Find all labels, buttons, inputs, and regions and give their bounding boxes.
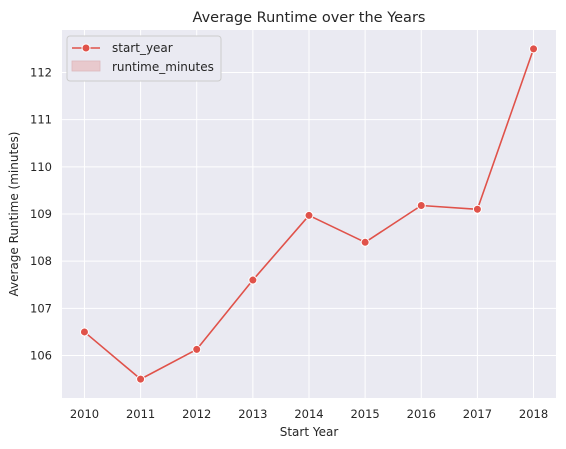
data-point-2016	[417, 202, 425, 210]
y-tick-label: 110	[30, 160, 52, 174]
data-point-2015	[361, 238, 369, 246]
x-tick-labels: 2010 2011 2012 2013 2014 2015 2016 2017 2018	[70, 407, 548, 421]
y-tick-label: 106	[30, 349, 52, 363]
x-tick-label: 2011	[126, 407, 155, 421]
data-point-2018	[530, 45, 538, 53]
data-point-2010	[80, 328, 88, 336]
x-tick-label: 2013	[238, 407, 267, 421]
data-point-2013	[249, 276, 257, 284]
x-tick-label: 2018	[519, 407, 548, 421]
data-point-2012	[193, 345, 201, 353]
legend-label-runtime-minutes: runtime_minutes	[112, 60, 214, 74]
x-tick-label: 2017	[463, 407, 492, 421]
y-tick-label: 111	[30, 113, 52, 127]
legend: start_year runtime_minutes	[67, 36, 221, 81]
chart-title: Average Runtime over the Years	[193, 10, 426, 26]
data-point-2014	[305, 211, 313, 219]
y-tick-label: 109	[30, 207, 52, 221]
y-tick-label: 112	[30, 65, 52, 79]
x-tick-label: 2012	[182, 407, 211, 421]
data-point-2011	[137, 375, 145, 383]
x-axis-label: Start Year	[280, 425, 339, 439]
x-tick-label: 2014	[294, 407, 323, 421]
legend-swatch-runtime-minutes	[72, 61, 100, 71]
y-tick-label: 107	[30, 301, 52, 315]
legend-marker-start-year	[82, 44, 90, 52]
data-point-2017	[473, 205, 481, 213]
x-tick-label: 2010	[70, 407, 99, 421]
y-tick-label: 108	[30, 254, 52, 268]
legend-label-start-year: start_year	[112, 41, 173, 55]
y-axis-label: Average Runtime (minutes)	[7, 132, 21, 297]
x-tick-label: 2016	[407, 407, 436, 421]
x-tick-label: 2015	[350, 407, 379, 421]
